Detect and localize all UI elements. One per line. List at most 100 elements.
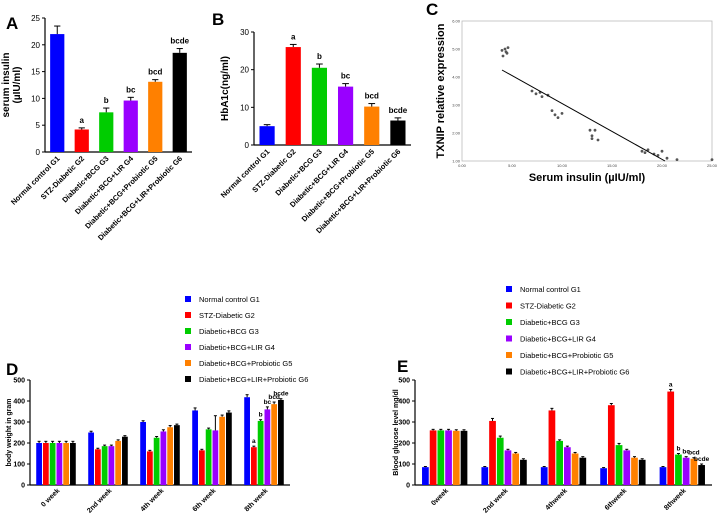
bar: [49, 443, 56, 485]
bar: [259, 126, 275, 145]
y-tick-label: 0: [406, 483, 410, 490]
bar: [285, 47, 301, 145]
bar: [422, 467, 429, 485]
scatter-point: [588, 128, 592, 132]
significance-label: b: [104, 96, 109, 105]
bar: [140, 422, 146, 485]
legend-swatch: [506, 335, 512, 342]
category-label: 6thweek: [604, 487, 629, 512]
y-tick-label: 30: [240, 28, 249, 37]
bar: [174, 425, 180, 485]
bar: [496, 437, 504, 485]
legend-label: Diabetic+BCG G3: [199, 327, 259, 336]
y-tick-label: 300: [13, 420, 25, 427]
plot-frame: [461, 20, 713, 162]
scatter-point: [660, 149, 664, 153]
scatter-point: [665, 156, 669, 160]
scatter-point: [540, 95, 544, 98]
scatter-point: [596, 138, 600, 142]
bar: [36, 443, 42, 485]
scatter-point: [590, 137, 594, 141]
bar: [56, 443, 63, 485]
category-label: 2nd week: [86, 487, 113, 514]
legend-swatch: [506, 286, 512, 292]
category-label: 2nd week: [482, 487, 509, 514]
scatter-point: [675, 158, 679, 162]
bar: [659, 467, 667, 485]
legend-label: STZ-Diabetic G2: [199, 311, 255, 320]
bar: [607, 405, 615, 485]
y-tick-label: 20: [31, 41, 40, 50]
legend-label: Diabetic+BCG+LIR G4: [520, 335, 596, 344]
bar: [94, 449, 101, 485]
y-tick-label: 100: [13, 462, 25, 469]
scatter-point: [530, 89, 534, 93]
y-tick-label: 3.00: [452, 103, 461, 108]
bar: [364, 106, 380, 145]
y-tick-label: 400: [398, 399, 410, 406]
x-tick-label: 5.00: [508, 163, 517, 168]
panel-letter: B: [212, 10, 224, 29]
significance-label: bcd: [268, 394, 280, 401]
regression-line: [501, 69, 666, 162]
bar: [264, 409, 271, 485]
y-axis-label: Blood glucose level mg/dl: [393, 389, 400, 475]
bar: [540, 467, 548, 485]
bar: [579, 457, 587, 485]
bar: [250, 447, 257, 485]
significance-label: bcde: [170, 37, 189, 46]
bar: [172, 52, 187, 153]
bar: [675, 454, 682, 485]
category-label: 4thweek: [544, 487, 569, 512]
bar: [101, 446, 108, 485]
bar: [682, 457, 690, 485]
scatter-point: [550, 109, 554, 112]
legend-swatch: [185, 312, 191, 318]
bar: [504, 450, 512, 485]
bar: [489, 420, 496, 485]
bar: [460, 430, 468, 485]
category-label: 8thweek: [663, 487, 688, 512]
category-label: 8th week: [244, 487, 270, 513]
bar: [50, 34, 65, 152]
legend-label: Diabetic+BCG+LIR G4: [199, 343, 275, 352]
legend-label: Diabetic+BCG G3: [520, 318, 580, 327]
bar: [600, 468, 607, 485]
bar: [556, 440, 563, 485]
bar: [548, 410, 556, 485]
y-axis-label: TXNIP relative expression: [435, 23, 447, 158]
significance-label: bcde: [389, 106, 408, 115]
x-tick-label: 20.00: [657, 163, 668, 168]
legend-swatch: [185, 344, 191, 350]
significance-label: bc: [264, 399, 272, 406]
legend-label: Normal control G1: [199, 295, 260, 304]
legend-swatch: [506, 352, 512, 358]
significance-label: bcde: [273, 391, 289, 398]
legend-swatch: [185, 360, 191, 366]
scatter-point: [500, 49, 504, 52]
scatter-point: [501, 54, 505, 58]
x-tick-label: 25.00: [707, 163, 718, 168]
scatter-point: [643, 151, 647, 155]
y-tick-label: 400: [13, 399, 25, 406]
legend-label: Diabetic+BCG+Probiotic G5: [520, 351, 613, 360]
y-tick-label: 300: [398, 420, 410, 427]
scatter-point: [556, 116, 560, 119]
bar: [212, 430, 219, 485]
category-label: 0 week: [40, 487, 61, 508]
y-axis-label: HbA1c(ng/ml): [220, 56, 231, 121]
bar: [311, 67, 328, 145]
bar: [512, 453, 520, 485]
y-tick-label: 500: [398, 378, 410, 385]
legend-label: Diabetic+BCG+LIR+Probiotic G6: [199, 375, 308, 384]
significance-label: a: [252, 438, 256, 445]
bar: [244, 397, 250, 485]
legend-label: Diabetic+BCG+LIR+Probiotic G6: [520, 368, 629, 377]
category-label: 4th week: [140, 487, 166, 513]
scatter-point: [534, 92, 538, 96]
significance-label: bc: [126, 85, 136, 94]
bar: [63, 443, 70, 485]
bar: [667, 391, 675, 485]
